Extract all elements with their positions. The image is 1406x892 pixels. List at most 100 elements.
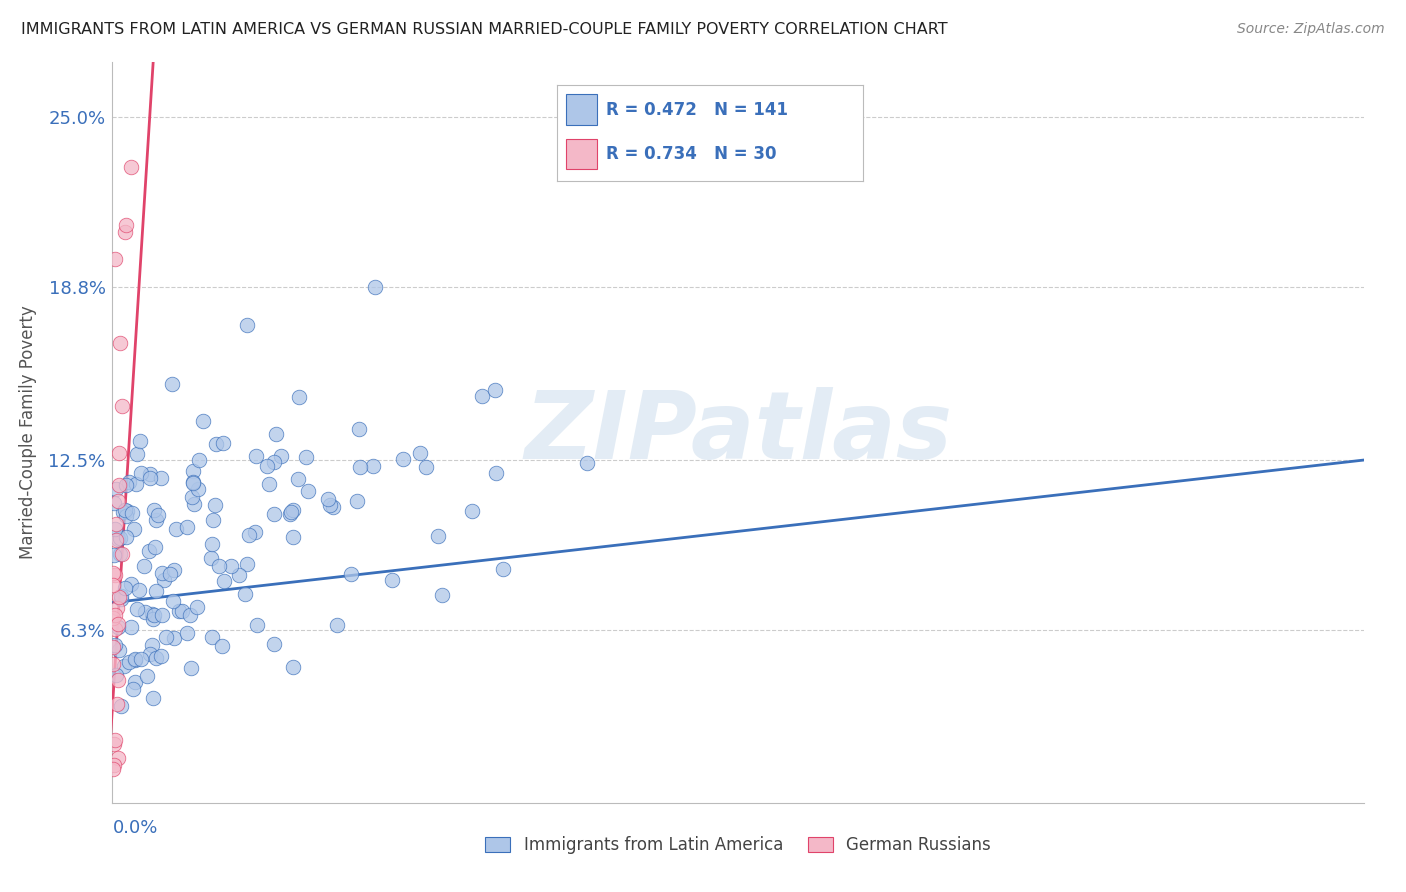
- Point: [180, 490, 202, 504]
- Point: [134, 605, 156, 619]
- Point: [201, 630, 224, 644]
- Point: [107, 532, 129, 546]
- Text: IMMIGRANTS FROM LATIN AMERICA VS GERMAN RUSSIAN MARRIED-COUPLE FAMILY POVERTY CO: IMMIGRANTS FROM LATIN AMERICA VS GERMAN …: [21, 22, 948, 37]
- Point: [145, 513, 167, 527]
- Point: [163, 631, 186, 645]
- Point: [319, 498, 342, 512]
- Point: [180, 661, 202, 675]
- Point: [280, 505, 302, 519]
- Point: [104, 567, 127, 582]
- Point: [115, 530, 138, 544]
- Point: [162, 594, 184, 608]
- Point: [103, 252, 125, 266]
- Point: [101, 566, 124, 580]
- Point: [235, 587, 257, 601]
- Point: [485, 466, 508, 480]
- Point: [120, 160, 142, 174]
- Point: [110, 698, 132, 713]
- Point: [118, 475, 141, 489]
- Point: [176, 626, 198, 640]
- Point: [461, 504, 484, 518]
- Point: [179, 608, 201, 623]
- Point: [138, 544, 160, 558]
- Point: [263, 637, 285, 651]
- Point: [132, 559, 155, 574]
- Point: [114, 218, 136, 232]
- Point: [124, 651, 146, 665]
- Point: [188, 453, 211, 467]
- Point: [139, 647, 162, 661]
- Point: [104, 638, 127, 652]
- Point: [125, 446, 148, 460]
- Point: [114, 581, 136, 595]
- Point: [155, 630, 177, 644]
- Point: [129, 652, 152, 666]
- Point: [105, 483, 128, 497]
- Point: [191, 414, 214, 428]
- Point: [165, 522, 187, 536]
- Point: [208, 559, 231, 574]
- Point: [408, 446, 430, 460]
- Point: [160, 377, 183, 392]
- Point: [101, 657, 124, 671]
- Point: [101, 611, 124, 625]
- Point: [297, 483, 319, 498]
- Point: [257, 477, 280, 491]
- Point: [221, 559, 243, 574]
- Point: [256, 458, 278, 473]
- Point: [121, 506, 143, 520]
- Point: [236, 557, 259, 571]
- Point: [150, 649, 173, 664]
- Point: [103, 578, 125, 592]
- Point: [492, 562, 515, 576]
- Point: [107, 616, 129, 631]
- Point: [145, 584, 167, 599]
- Point: [245, 525, 267, 540]
- Point: [176, 519, 198, 533]
- Point: [141, 607, 163, 622]
- Point: [146, 508, 169, 522]
- Y-axis label: Married-Couple Family Poverty: Married-Couple Family Poverty: [20, 306, 37, 559]
- Point: [236, 318, 259, 333]
- Point: [122, 681, 145, 696]
- Point: [340, 566, 363, 581]
- Point: [205, 437, 228, 451]
- Point: [108, 590, 131, 604]
- Point: [143, 608, 166, 623]
- Point: [150, 607, 173, 622]
- Point: [470, 389, 492, 403]
- Point: [103, 549, 125, 563]
- Text: 0.0%: 0.0%: [112, 819, 157, 837]
- Point: [129, 467, 152, 481]
- Point: [110, 336, 132, 351]
- Point: [114, 502, 136, 516]
- Point: [124, 675, 146, 690]
- Point: [283, 530, 305, 544]
- Point: [143, 540, 166, 554]
- Text: Source: ZipAtlas.com: Source: ZipAtlas.com: [1237, 22, 1385, 37]
- Point: [162, 563, 184, 577]
- Point: [125, 477, 148, 491]
- Point: [114, 225, 136, 239]
- Point: [278, 507, 301, 521]
- Point: [246, 618, 269, 632]
- Point: [115, 478, 138, 492]
- Point: [103, 496, 125, 510]
- Point: [110, 589, 132, 603]
- Point: [181, 464, 204, 478]
- Point: [141, 638, 163, 652]
- Point: [152, 566, 174, 580]
- Point: [430, 588, 453, 602]
- Point: [108, 446, 131, 460]
- Point: [120, 577, 142, 591]
- Point: [212, 436, 235, 450]
- Point: [107, 494, 129, 508]
- Point: [125, 602, 148, 616]
- Point: [101, 762, 124, 776]
- Point: [142, 612, 165, 626]
- Point: [212, 574, 235, 588]
- Point: [129, 434, 152, 449]
- Point: [186, 599, 208, 614]
- Point: [283, 503, 305, 517]
- Point: [108, 547, 131, 561]
